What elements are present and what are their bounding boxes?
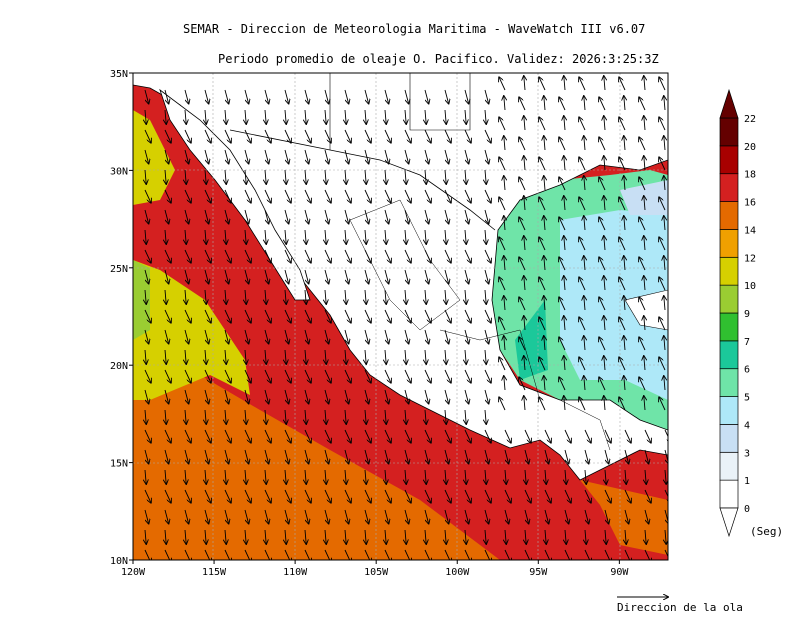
map-subtitle: Periodo promedio de oleaje O. Pacifico. … <box>218 52 659 66</box>
legend-unit: (Seg) <box>750 525 784 538</box>
lon-tick-label: 100W <box>445 567 470 578</box>
legend-level-label: 3 <box>744 448 750 459</box>
legend-bottom-triangle <box>719 507 739 538</box>
baja-california <box>159 88 311 301</box>
graticule <box>133 73 668 560</box>
zone-se-14-16 <box>580 480 668 555</box>
legend-swatch <box>719 312 739 342</box>
legend-swatch <box>719 396 739 425</box>
zone-9-10 <box>133 260 150 340</box>
legend-level-label: 9 <box>744 309 750 320</box>
lon-tick-label: 120W <box>121 567 146 578</box>
legend-level-label: 16 <box>744 198 756 209</box>
legend-swatch <box>719 145 739 175</box>
legend-swatch <box>719 117 739 147</box>
arrow-caption: Direccion de la ola <box>617 601 743 614</box>
us-border <box>229 129 496 231</box>
lon-tick-label: 110W <box>283 567 308 578</box>
lat-tick-label: 25N <box>110 264 128 275</box>
legend-level-label: 6 <box>744 365 750 376</box>
lon-tick-label: 105W <box>364 567 389 578</box>
legend-top-triangle <box>719 88 739 119</box>
legend-level-label: 0 <box>744 504 750 515</box>
legend-swatch <box>719 173 739 202</box>
legend-level-label: 4 <box>744 420 750 431</box>
axis-labels: 120W 115W 110W 105W 100W 95W 90W 35N 30N 25N 20N 15… <box>110 69 629 578</box>
lon-tick-label: 115W <box>202 567 227 578</box>
legend-swatch <box>719 451 739 481</box>
legend-level-label: 1 <box>744 476 750 487</box>
legend-level-label: 20 <box>744 142 756 153</box>
legend-swatch <box>719 368 739 397</box>
wave-direction-arrows <box>145 76 668 560</box>
legend-level-label: 14 <box>744 225 756 236</box>
legend-level-label: 7 <box>744 337 750 348</box>
legend-swatch <box>719 340 739 370</box>
legend-swatch <box>719 256 739 286</box>
lat-tick-label: 20N <box>110 361 128 372</box>
legend-level-label: 10 <box>744 281 756 292</box>
legend-swatch <box>719 201 739 230</box>
legend-swatch <box>719 229 739 258</box>
map-field <box>133 73 668 560</box>
yucatan-coast <box>624 289 668 331</box>
map-title: SEMAR - Direccion de Meteorologia Mariti… <box>183 22 646 36</box>
lat-tick-label: 10N <box>110 556 128 567</box>
legend-level-label: 12 <box>744 253 756 264</box>
legend-swatch <box>719 424 739 453</box>
lat-tick-label: 30N <box>110 166 128 177</box>
color-legend: 0 1 3 4 5 6 7 9 10 12 14 16 18 20 22 <box>719 88 756 538</box>
legend-level-label: 22 <box>744 114 756 125</box>
lon-tick-label: 90W <box>610 567 629 578</box>
legend-level-label: 5 <box>744 393 750 404</box>
legend-swatch <box>719 284 739 314</box>
map-frame <box>132 72 669 561</box>
lat-tick-label: 35N <box>110 69 128 80</box>
lat-tick-label: 15N <box>110 459 128 470</box>
lon-tick-label: 95W <box>529 567 548 578</box>
legend-level-label: 18 <box>744 170 756 181</box>
legend-swatch <box>719 479 739 509</box>
